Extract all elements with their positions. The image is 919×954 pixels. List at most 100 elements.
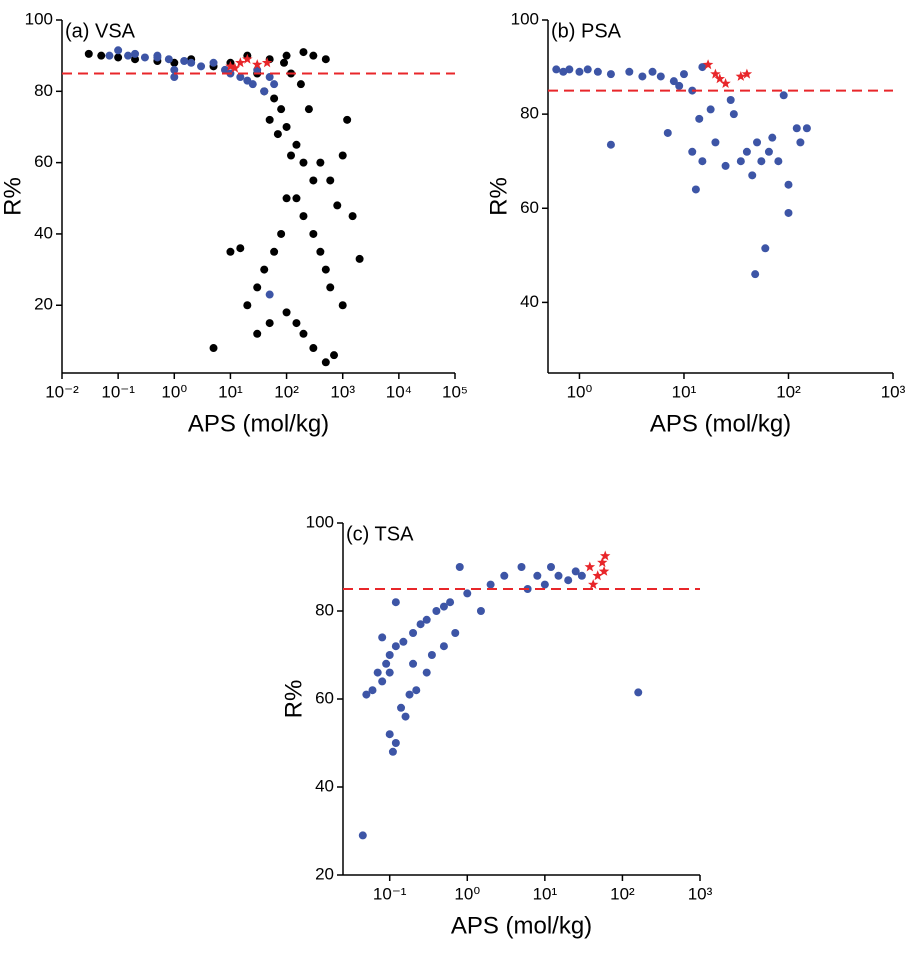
data-point [209,344,218,353]
data-point [405,690,414,699]
data-point [592,570,603,581]
data-point [634,688,643,697]
data-point [270,94,279,103]
x-tick-label: 10⁻¹ [373,884,407,903]
panel-title: (a) VSA [65,20,136,42]
x-tick-label: 10² [610,884,635,903]
data-point [226,247,235,256]
y-tick-label: 40 [315,776,334,795]
data-point [197,62,206,71]
data-point [606,70,615,79]
data-point [675,81,684,90]
data-point [796,138,805,147]
data-point [304,105,313,114]
x-axis-label: APS (mol/kg) [650,410,791,437]
data-point [695,114,704,123]
data-point [391,598,400,607]
data-point [333,201,342,210]
data-point [355,254,364,263]
x-tick-label: 10² [776,382,801,401]
data-point [260,265,269,274]
data-point [124,51,133,60]
data-point [540,580,549,589]
data-point [584,561,596,572]
y-tick-label: 80 [315,600,334,619]
data-point [321,265,330,274]
data-point [292,319,301,328]
data-point [792,124,801,133]
data-point [299,212,308,221]
data-point [385,668,394,677]
data-point [309,176,318,185]
data-point [577,571,586,580]
data-point [358,831,367,840]
data-point [242,53,253,64]
data-point [296,80,305,89]
data-point [321,55,330,64]
y-tick-label: 80 [34,81,53,100]
data-point [401,712,410,721]
data-point [270,80,279,89]
data-point [784,208,793,217]
y-tick-label: 100 [25,9,53,28]
data-point [679,70,688,79]
data-point [348,212,357,221]
x-tick-label: 10¹ [533,884,558,903]
data-point [397,703,406,712]
data-point [273,130,282,139]
data-point [648,67,657,76]
data-point [248,80,257,89]
data-point [330,351,339,360]
data-point [373,668,382,677]
data-point [187,58,196,67]
x-tick-label: 10³ [330,382,355,401]
data-point [391,739,400,747]
data-point [170,65,179,74]
data-point [446,598,455,607]
data-point [698,157,707,166]
data-point [412,686,421,695]
data-point [416,620,425,629]
data-point [606,140,615,149]
data-point [399,637,408,646]
data-point [277,105,286,114]
data-point [427,651,436,659]
data-point [757,157,766,166]
data-point [736,157,745,166]
data-point [229,62,241,73]
data-point [439,602,448,611]
data-point [439,642,448,651]
data-point [409,659,418,668]
y-tick-label: 80 [520,104,539,123]
data-point [710,68,721,79]
data-point [656,72,665,81]
data-point [153,53,162,62]
data-point [326,176,335,185]
data-point [663,128,672,137]
data-point [343,115,352,124]
data-point [385,651,394,659]
data-point [583,65,592,74]
x-tick-label: 10⁵ [442,382,468,401]
y-tick-label: 60 [520,198,539,217]
data-point [751,270,760,279]
data-point [316,158,325,167]
data-point [463,589,472,598]
data-point [735,71,747,81]
data-point [236,73,245,82]
data-point [748,171,757,180]
data-point [84,49,93,58]
data-point [711,138,720,147]
data-point [422,668,431,677]
data-point [559,67,568,76]
data-point [698,63,707,72]
y-tick-label: 60 [315,688,334,707]
data-point [565,65,574,74]
data-point [253,283,262,292]
data-point [309,51,318,60]
data-point [455,563,464,571]
data-point [236,244,245,253]
data-point [706,105,715,114]
data-point [721,161,730,170]
